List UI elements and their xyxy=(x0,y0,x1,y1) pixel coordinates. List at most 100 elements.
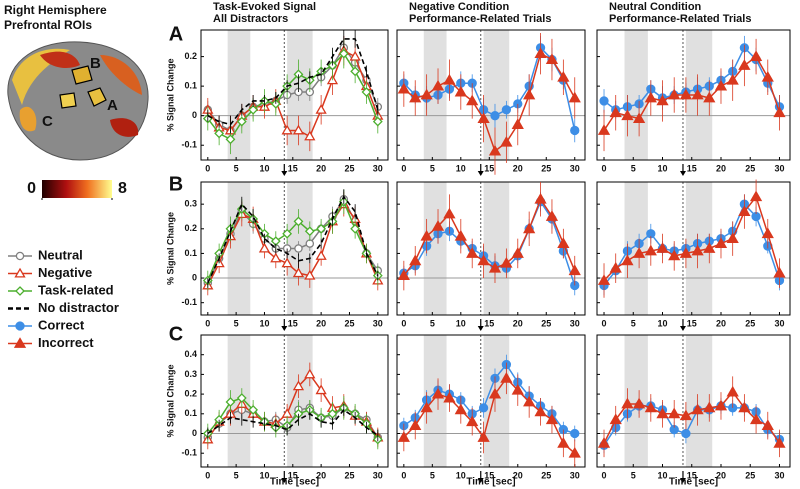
brain-label: C xyxy=(42,113,53,130)
marker xyxy=(292,380,305,391)
marker xyxy=(361,87,372,97)
marker xyxy=(644,91,657,103)
marker xyxy=(466,94,479,106)
marker xyxy=(477,112,490,124)
x-tick-label: 20 xyxy=(513,318,523,328)
marker xyxy=(270,252,282,263)
marker xyxy=(397,82,410,94)
y-tick-label: 0.2 xyxy=(184,51,197,61)
marker xyxy=(534,405,547,417)
legend-label: Correct xyxy=(38,317,85,332)
marker xyxy=(714,399,728,411)
marker xyxy=(691,88,704,100)
legend-marker xyxy=(13,337,27,348)
series-line xyxy=(403,46,576,131)
marker xyxy=(397,431,410,442)
marker xyxy=(443,73,456,85)
panel: 0 5 10 15 20 25 30 -0.1 0 0.1 0.2 0.3 % Signal Chang… xyxy=(165,181,389,331)
delay-arrow-head xyxy=(281,478,288,483)
marker xyxy=(557,437,570,448)
marker xyxy=(409,254,422,266)
marker xyxy=(466,415,479,427)
marker xyxy=(466,247,479,258)
legend-item: Neutral xyxy=(8,247,83,262)
figure-title: Right Hemisphere xyxy=(4,3,107,17)
marker xyxy=(511,383,524,395)
x-tick-label: 10 xyxy=(657,163,667,173)
marker xyxy=(420,88,433,100)
x-tick-label: 30 xyxy=(373,163,383,173)
marker xyxy=(523,222,536,234)
marker xyxy=(703,242,716,253)
legend-label: Negative xyxy=(38,265,92,280)
delay-arrow-head xyxy=(679,326,686,331)
marker xyxy=(315,250,327,260)
marker xyxy=(609,413,622,425)
row-label: C xyxy=(169,323,183,345)
x-tick-label: 30 xyxy=(774,470,784,480)
marker xyxy=(292,124,305,135)
x-axis-label: Time [sec] xyxy=(669,477,718,488)
stimulus-span xyxy=(624,182,648,315)
x-tick-label: 10 xyxy=(259,163,269,173)
series-line xyxy=(603,195,781,282)
marker xyxy=(304,269,316,280)
series-line xyxy=(207,397,379,440)
marker xyxy=(761,419,774,431)
series-line xyxy=(207,200,379,281)
x-tick-label: 15 xyxy=(687,163,697,173)
x-tick-label: 30 xyxy=(774,318,784,328)
marker xyxy=(609,261,622,273)
marker xyxy=(281,257,293,268)
y-tick-label: 0.4 xyxy=(184,349,197,359)
colorbar xyxy=(42,180,112,198)
marker xyxy=(523,395,536,407)
y-tick-label: 0 xyxy=(192,272,197,282)
y-tick-label: 0.1 xyxy=(184,248,197,258)
marker xyxy=(557,70,570,82)
row-label: B xyxy=(169,173,183,195)
marker xyxy=(632,247,646,258)
x-tick-label: 5 xyxy=(430,318,435,328)
marker xyxy=(409,419,422,431)
stimulus-span xyxy=(624,30,648,160)
plot-frame xyxy=(396,29,586,161)
x-tick-label: 0 xyxy=(205,318,210,328)
panel-title: All Distractors xyxy=(213,13,288,25)
plot-frame xyxy=(396,334,586,468)
marker xyxy=(609,106,622,118)
marker xyxy=(523,88,536,100)
x-tick-label: 10 xyxy=(657,318,667,328)
marker xyxy=(668,88,681,100)
y-axis-label: % Signal Change xyxy=(165,58,175,131)
legend-label: Neutral xyxy=(38,247,83,262)
legend-label: Incorrect xyxy=(38,335,94,350)
marker xyxy=(349,50,361,61)
marker xyxy=(500,256,513,268)
marker xyxy=(597,124,611,135)
y-axis-label: % Signal Change xyxy=(165,364,175,437)
panel-title: Performance-Related Trials xyxy=(409,13,551,25)
marker xyxy=(431,220,445,231)
marker xyxy=(304,130,316,141)
x-tick-label: 25 xyxy=(541,163,551,173)
marker xyxy=(545,53,559,64)
x-tick-label: 0 xyxy=(205,163,210,173)
x-tick-label: 15 xyxy=(288,470,298,480)
x-tick-label: 15 xyxy=(288,163,298,173)
x-tick-label: 20 xyxy=(513,163,523,173)
x-tick-label: 0 xyxy=(401,163,406,173)
marker xyxy=(488,387,502,399)
panel: 0 5 10 15 20 25 30 -0.1 0 0.1 0.2 0.3 0.4 % Signal Ch… xyxy=(165,334,389,488)
y-tick-label: 0.2 xyxy=(184,223,197,233)
marker xyxy=(691,403,704,415)
x-tick-label: 10 xyxy=(456,163,466,173)
x-tick-label: 5 xyxy=(631,163,636,173)
series-line xyxy=(403,363,575,435)
x-tick-label: 0 xyxy=(602,163,607,173)
marker xyxy=(599,96,609,106)
marker xyxy=(511,247,524,258)
marker xyxy=(773,106,786,118)
x-tick-label: 30 xyxy=(570,318,580,328)
x-tick-label: 5 xyxy=(234,470,239,480)
